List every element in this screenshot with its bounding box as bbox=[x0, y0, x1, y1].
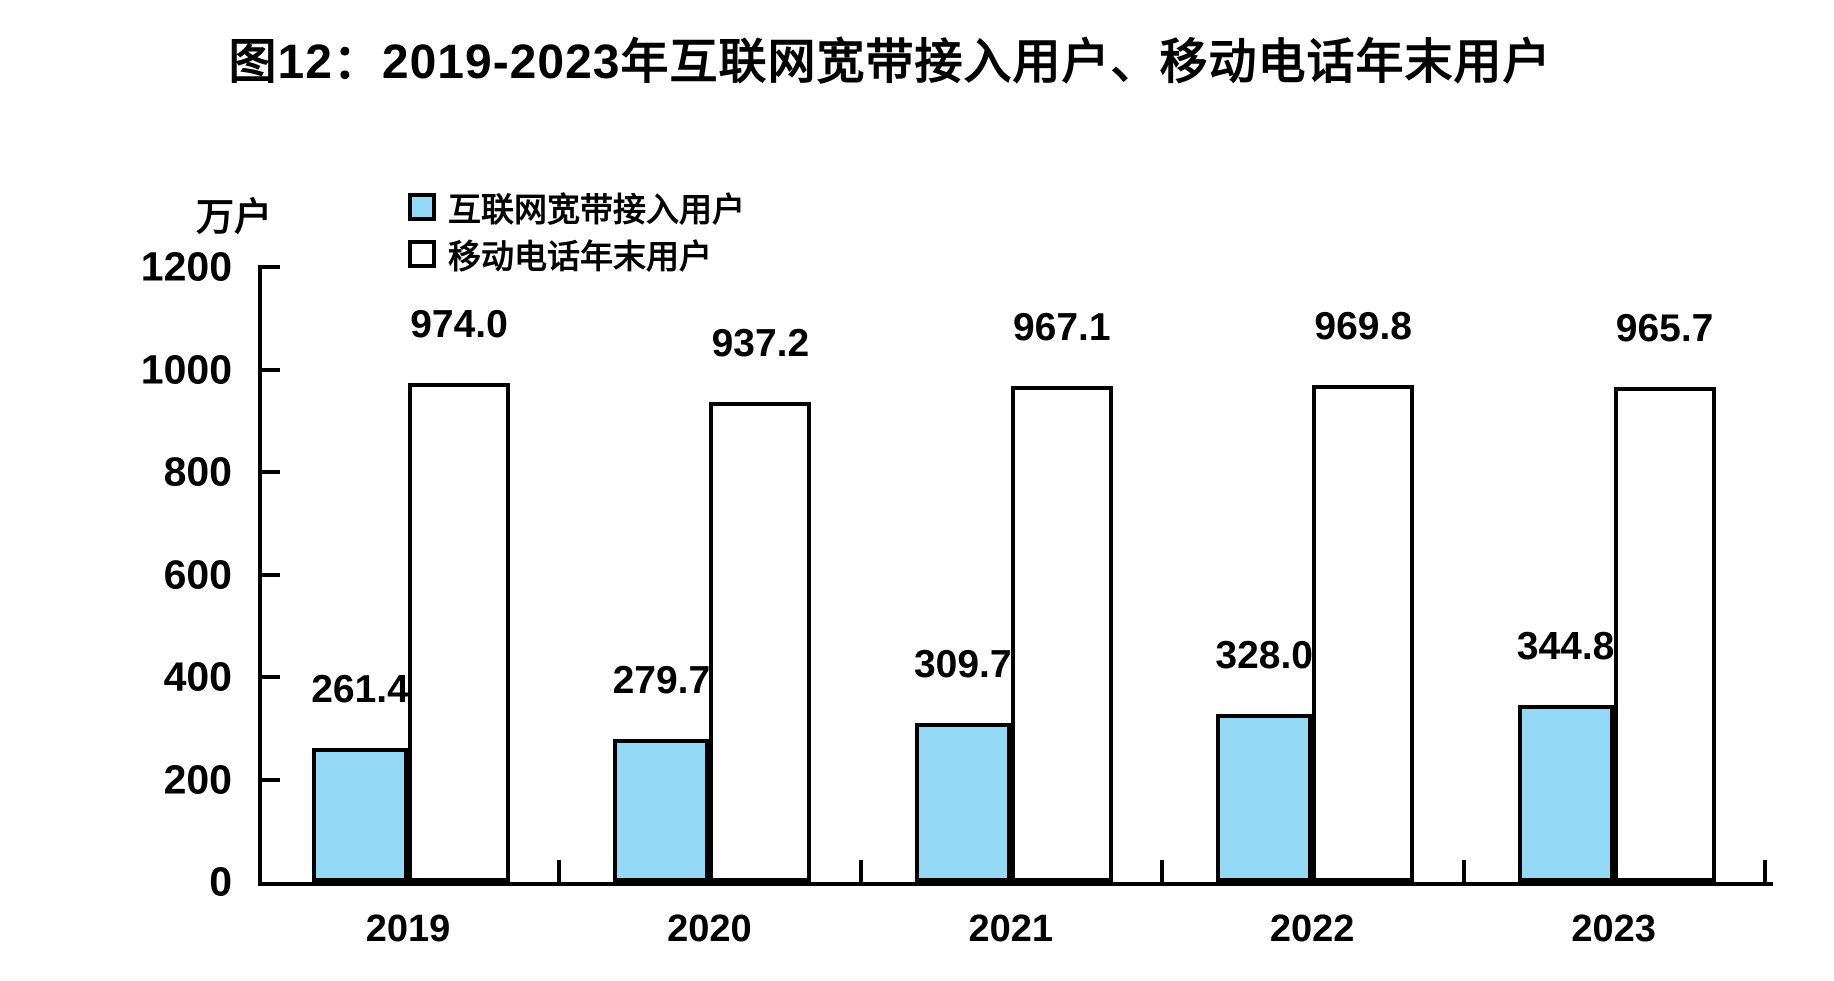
value-label-mobile-2020: 937.2 bbox=[711, 322, 810, 365]
y-axis-tick-600 bbox=[262, 572, 280, 577]
bar-mobile-2021 bbox=[1010, 386, 1113, 882]
bar-broadband-2021 bbox=[914, 723, 1011, 882]
bar-broadband-2022 bbox=[1216, 714, 1313, 882]
y-axis-tick-label-1000: 1000 bbox=[140, 346, 232, 392]
bar-broadband-2023 bbox=[1517, 705, 1614, 882]
y-axis-tick-1200 bbox=[262, 265, 280, 269]
chart-title: 图12：2019-2023年互联网宽带接入用户、移动电话年末用户 bbox=[228, 36, 1552, 89]
bar-mobile-2023 bbox=[1613, 387, 1716, 882]
y-axis-tick-label-0: 0 bbox=[209, 858, 232, 905]
y-axis-line bbox=[258, 265, 262, 886]
x-axis-boundary-tick-5 bbox=[1763, 860, 1767, 882]
value-label-broadband-2022: 328.0 bbox=[1215, 634, 1313, 677]
bar-mobile-2019 bbox=[408, 383, 510, 882]
value-label-broadband-2019: 261.4 bbox=[311, 668, 409, 711]
legend-label-mobile: 移动电话年末用户 bbox=[448, 238, 712, 275]
x-axis-label-2019: 2019 bbox=[365, 908, 451, 950]
bar-mobile-2022 bbox=[1312, 385, 1415, 882]
value-label-broadband-2020: 279.7 bbox=[612, 659, 711, 702]
bar-broadband-2019 bbox=[312, 748, 408, 882]
legend-item-broadband: 互联网宽带接入用户 bbox=[408, 191, 745, 228]
bar-mobile-2020 bbox=[709, 402, 812, 882]
y-axis-tick-label-1200: 1200 bbox=[140, 243, 232, 290]
value-label-broadband-2021: 309.7 bbox=[913, 643, 1012, 686]
x-axis-label-2022: 2022 bbox=[1269, 908, 1355, 950]
legend-swatch-broadband-icon bbox=[408, 193, 436, 221]
value-label-mobile-2023: 965.7 bbox=[1615, 307, 1714, 350]
value-label-mobile-2019: 974.0 bbox=[410, 303, 508, 346]
y-axis-tick-400 bbox=[262, 675, 280, 679]
plot-area: 261.4 974.0 279.7 937.2 309.7 967.1 328.0 969.8… bbox=[260, 265, 1767, 882]
value-label-mobile-2021: 967.1 bbox=[1012, 306, 1111, 349]
legend: 互联网宽带接入用户 移动电话年末用户 bbox=[408, 191, 745, 286]
x-axis-label-2023: 2023 bbox=[1571, 908, 1656, 950]
y-axis-unit-label: 万户 bbox=[196, 197, 273, 239]
y-axis-tick-label-200: 200 bbox=[163, 756, 232, 802]
value-label-mobile-2022: 969.8 bbox=[1314, 305, 1412, 348]
x-axis-line bbox=[258, 882, 1773, 886]
legend-label-broadband: 互联网宽带接入用户 bbox=[448, 191, 745, 228]
legend-swatch-mobile-icon bbox=[408, 240, 436, 268]
x-axis-label-2021: 2021 bbox=[968, 908, 1054, 950]
y-axis-tick-800 bbox=[262, 470, 280, 474]
y-axis-tick-label-600: 600 bbox=[163, 551, 232, 597]
x-axis-boundary-tick-3 bbox=[1160, 860, 1165, 882]
x-axis-label-2020: 2020 bbox=[667, 908, 752, 950]
legend-item-mobile: 移动电话年末用户 bbox=[408, 238, 745, 275]
y-axis-tick-label-400: 400 bbox=[163, 653, 232, 700]
y-axis-tick-label-800: 800 bbox=[163, 448, 232, 495]
bar-broadband-2020 bbox=[613, 739, 710, 882]
x-axis-boundary-tick-4 bbox=[1461, 860, 1466, 882]
x-axis-boundary-tick-1 bbox=[557, 860, 562, 882]
y-axis-tick-1000 bbox=[262, 367, 280, 372]
y-axis-tick-200 bbox=[262, 777, 280, 782]
value-label-broadband-2023: 344.8 bbox=[1516, 625, 1615, 668]
x-axis-boundary-tick-2 bbox=[858, 860, 863, 882]
